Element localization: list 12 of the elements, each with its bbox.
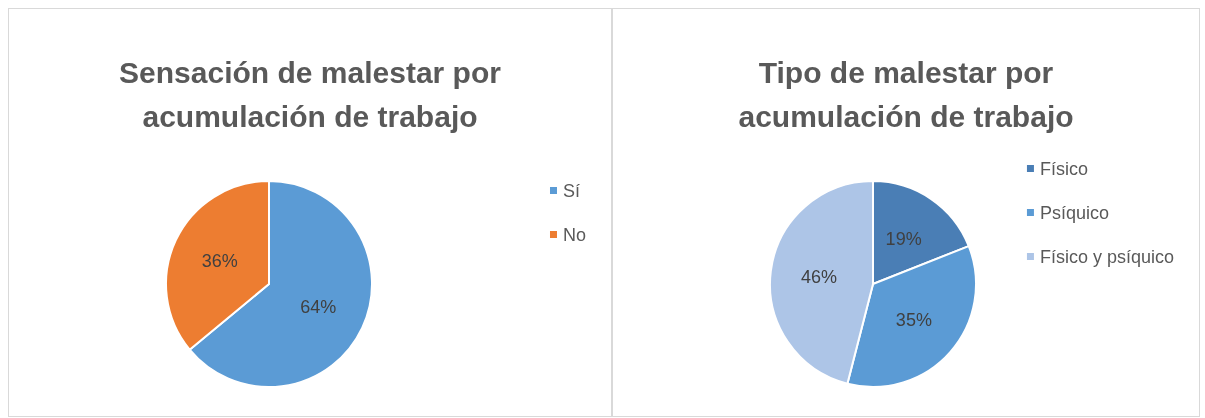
- data-label: 64%: [300, 297, 337, 318]
- chart-title: Tipo de malestar por acumulación de trabajo: [738, 55, 1074, 133]
- legend-label: Sí: [562, 180, 581, 201]
- legend-label: Físico y psíquico: [1039, 246, 1175, 267]
- legend-label: No: [562, 224, 587, 245]
- data-label: 36%: [201, 250, 238, 271]
- chart-title: Sensación de malestar por acumulación de trabajo: [119, 55, 502, 133]
- legend-label: Físico: [1039, 158, 1088, 179]
- data-label: 46%: [800, 267, 837, 288]
- legend-label: Psíquico: [1039, 202, 1109, 223]
- data-label: 35%: [895, 310, 932, 331]
- data-label: 19%: [885, 228, 922, 249]
